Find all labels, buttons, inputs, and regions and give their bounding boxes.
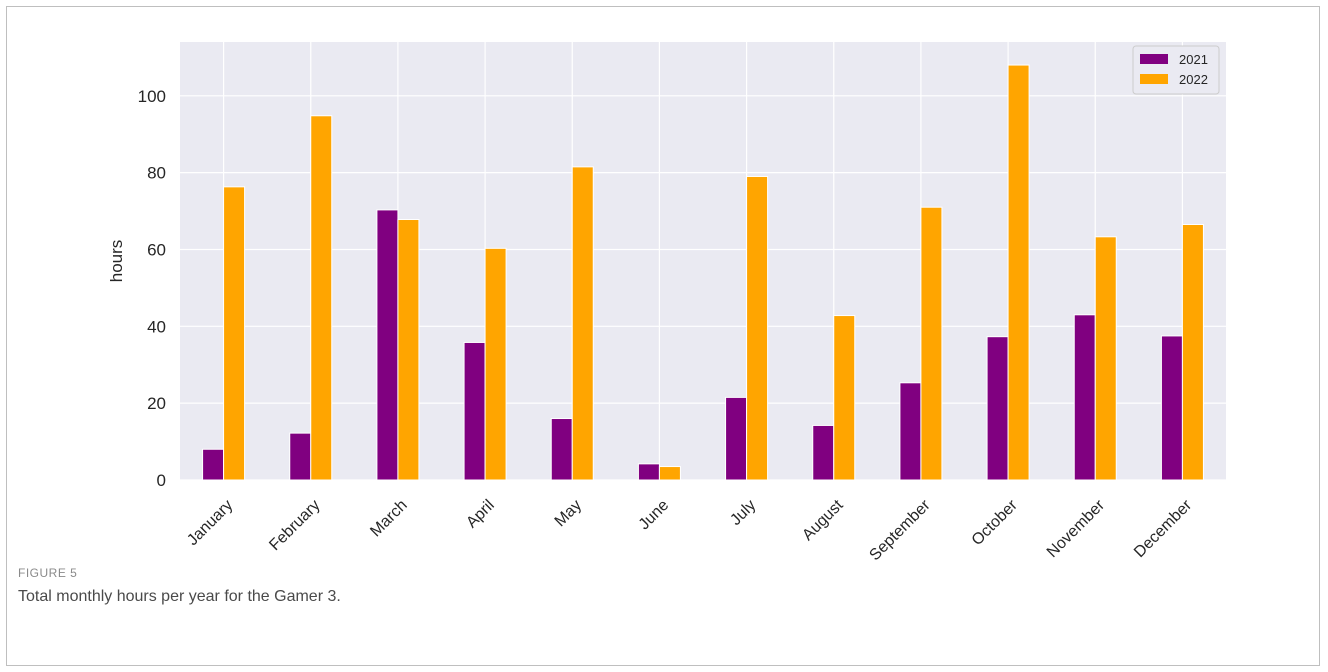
y-tick-label: 20 [147, 394, 166, 413]
bar-2022-october [1007, 64, 1030, 481]
y-tick-label: 0 [157, 471, 166, 490]
plot-area [180, 42, 1226, 480]
bar-2021-may [550, 418, 573, 481]
x-tick-label: June [636, 497, 673, 534]
bar-2022-may [571, 166, 594, 481]
bar-2021-september [899, 382, 922, 481]
figure-frame [6, 6, 1320, 666]
bar-2021-february [289, 432, 312, 481]
legend-label-2021: 2021 [1179, 52, 1208, 67]
bar-2022-january [223, 186, 246, 481]
x-tick-label: November [1044, 496, 1109, 560]
x-tick-label: April [463, 497, 498, 532]
bar-2022-april [484, 247, 507, 481]
x-tick-label: February [266, 497, 323, 554]
bar-2022-september [920, 206, 943, 481]
y-tick-label: 40 [147, 317, 166, 336]
bar-2022-december [1181, 224, 1204, 481]
bar-2021-june [637, 463, 660, 481]
legend-label-2022: 2022 [1179, 72, 1208, 87]
bar-2021-january [202, 448, 225, 481]
x-tick-label: January [184, 497, 236, 549]
y-tick-label: 100 [138, 87, 166, 106]
y-tick-label: 60 [147, 240, 166, 259]
bar-chart: 0 20 40 60 80 100 January February March April May… [107, 42, 1226, 560]
bar-2021-march [376, 209, 399, 481]
bar-2021-april [463, 341, 486, 481]
bar-2021-july [725, 396, 748, 481]
bar-2021-august [812, 424, 835, 481]
x-tick-label: October [969, 496, 1022, 549]
x-tick-label: May [552, 497, 585, 530]
x-tick-label: September [866, 496, 934, 560]
y-tick-label: 80 [147, 164, 166, 183]
bar-2021-october [986, 336, 1009, 481]
y-axis-label: hours [107, 240, 126, 283]
x-tick-label: August [799, 496, 847, 544]
bar-2021-november [1073, 314, 1096, 481]
bar-2022-november [1094, 236, 1117, 481]
bar-2022-march [397, 219, 420, 481]
bar-2022-july [746, 175, 769, 481]
legend-swatch-2022 [1140, 74, 1168, 84]
legend-swatch-2021 [1140, 54, 1168, 64]
figure-caption: Total monthly hours per year for the Gam… [18, 588, 341, 605]
bar-2021-december [1160, 335, 1183, 481]
bar-2022-february [310, 115, 333, 481]
figure-label: FIGURE 5 [18, 566, 78, 580]
bar-2022-june [658, 466, 681, 481]
x-tick-label: December [1131, 496, 1196, 560]
x-tick-label: July [727, 497, 759, 529]
bar-2022-august [833, 315, 856, 481]
x-tick-label: March [367, 497, 410, 540]
